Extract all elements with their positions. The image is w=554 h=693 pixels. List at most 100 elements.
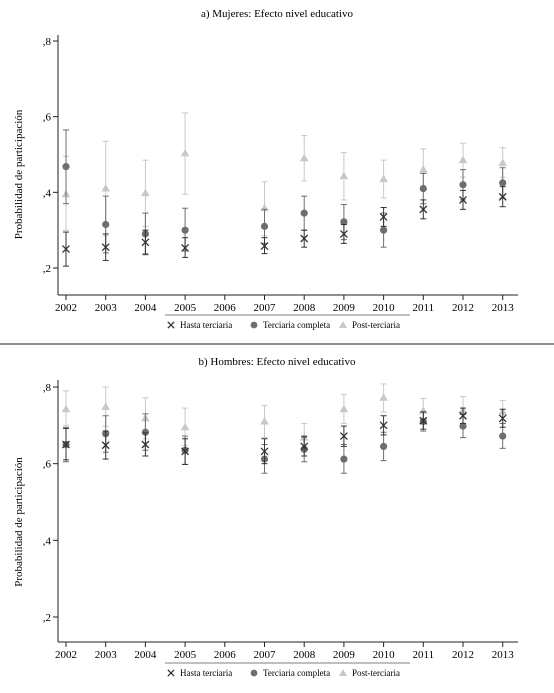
data-point-circle <box>62 163 70 171</box>
data-point-x <box>379 212 388 221</box>
data-point-triangle <box>379 174 388 183</box>
legend-marker-circle <box>250 669 258 677</box>
x-tick-label: 2009 <box>333 302 356 314</box>
x-tick-label: 2005 <box>174 649 197 661</box>
y-tick-label: ,2 <box>43 263 51 275</box>
panel-title: a) Mujeres: Efecto nivel educativo <box>201 8 354 20</box>
legend-label: Post-terciaria <box>352 320 400 330</box>
data-point-triangle <box>339 171 349 180</box>
data-point-triangle <box>180 148 190 157</box>
data-point-triangle <box>101 184 110 192</box>
data-point-triangle <box>260 417 269 425</box>
data-point-x <box>260 447 269 456</box>
data-point-circle <box>260 222 269 230</box>
data-point-triangle <box>101 402 110 410</box>
y-axis-label: Probabilidad de participación <box>13 457 25 587</box>
data-point-circle <box>459 422 467 430</box>
legend-marker-x <box>167 669 175 677</box>
x-tick-label: 2003 <box>95 649 118 661</box>
y-axis-label: Probabilidad de participación <box>13 109 25 239</box>
legend-marker-circle <box>250 321 258 329</box>
y-tick-label: ,4 <box>43 187 52 199</box>
x-tick-label: 2009 <box>333 649 356 661</box>
data-point-triangle <box>141 188 150 197</box>
legend-marker-x <box>167 321 175 329</box>
x-tick-label: 2003 <box>95 302 118 314</box>
x-tick-label: 2011 <box>413 649 435 661</box>
legend-label: Terciaria completa <box>263 320 330 330</box>
data-point-x <box>459 411 467 420</box>
x-tick-label: 2011 <box>413 302 435 314</box>
x-tick-label: 2006 <box>214 649 237 661</box>
x-tick-label: 2010 <box>373 302 396 314</box>
legend-label: Terciaria completa <box>263 668 330 678</box>
data-point-triangle <box>61 404 71 413</box>
data-point-triangle <box>498 158 507 166</box>
legend-label: Hasta terciaria <box>180 320 232 330</box>
x-tick-label: 2013 <box>492 302 515 314</box>
data-point-x <box>181 243 190 252</box>
x-tick-label: 2012 <box>452 302 474 314</box>
y-tick-label: ,2 <box>43 612 51 624</box>
x-tick-label: 2007 <box>254 649 277 661</box>
legend-label: Post-terciaria <box>352 668 400 678</box>
data-point-triangle <box>180 422 190 431</box>
data-point-x <box>419 416 428 425</box>
data-point-x <box>300 234 309 243</box>
data-point-x <box>419 205 428 214</box>
panel-title: b) Hombres: Efecto nivel educativo <box>198 356 356 368</box>
x-tick-label: 2008 <box>293 649 316 661</box>
data-point-x <box>141 440 150 449</box>
data-point-x <box>101 243 110 252</box>
x-tick-label: 2012 <box>452 649 474 661</box>
data-point-circle <box>340 455 348 463</box>
data-point-circle <box>419 184 427 193</box>
data-point-x <box>459 195 467 204</box>
data-point-triangle <box>458 155 468 164</box>
x-tick-label: 2013 <box>492 649 515 661</box>
y-tick-label: ,4 <box>43 535 52 547</box>
data-point-circle <box>380 226 388 234</box>
data-point-x <box>181 447 190 456</box>
data-point-x <box>498 414 507 423</box>
data-point-triangle <box>379 393 388 401</box>
legend-label: Hasta terciaria <box>180 668 232 678</box>
data-point-circle <box>499 179 507 187</box>
data-point-x <box>62 245 70 254</box>
data-point-triangle <box>339 404 349 413</box>
x-tick-label: 2002 <box>55 649 77 661</box>
x-tick-label: 2002 <box>55 302 77 314</box>
data-point-x <box>339 432 348 441</box>
legend-marker-triangle <box>339 321 347 328</box>
data-point-circle <box>181 226 189 234</box>
data-point-circle <box>141 428 149 436</box>
data-point-circle <box>300 209 308 217</box>
x-tick-label: 2010 <box>373 649 396 661</box>
data-point-x <box>498 192 507 201</box>
x-tick-label: 2004 <box>134 302 157 314</box>
x-tick-label: 2008 <box>293 302 316 314</box>
data-point-circle <box>340 218 348 226</box>
data-point-circle <box>459 181 467 189</box>
y-tick-label: ,8 <box>43 36 52 48</box>
data-point-x <box>101 441 110 450</box>
x-tick-label: 2006 <box>214 302 237 314</box>
data-point-x <box>141 238 150 247</box>
x-tick-label: 2007 <box>254 302 277 314</box>
data-point-x <box>379 421 388 430</box>
data-point-x <box>300 442 309 451</box>
data-point-x <box>339 229 348 238</box>
x-tick-label: 2004 <box>134 649 157 661</box>
data-point-triangle <box>299 153 309 162</box>
legend-marker-triangle <box>339 669 347 676</box>
data-point-x <box>260 242 269 251</box>
x-tick-label: 2005 <box>174 302 197 314</box>
y-tick-label: ,6 <box>43 459 52 471</box>
y-tick-label: ,8 <box>43 382 52 394</box>
data-point-triangle <box>419 165 428 173</box>
y-tick-label: ,6 <box>43 112 52 124</box>
data-point-circle <box>499 432 507 440</box>
data-point-x <box>62 440 70 449</box>
